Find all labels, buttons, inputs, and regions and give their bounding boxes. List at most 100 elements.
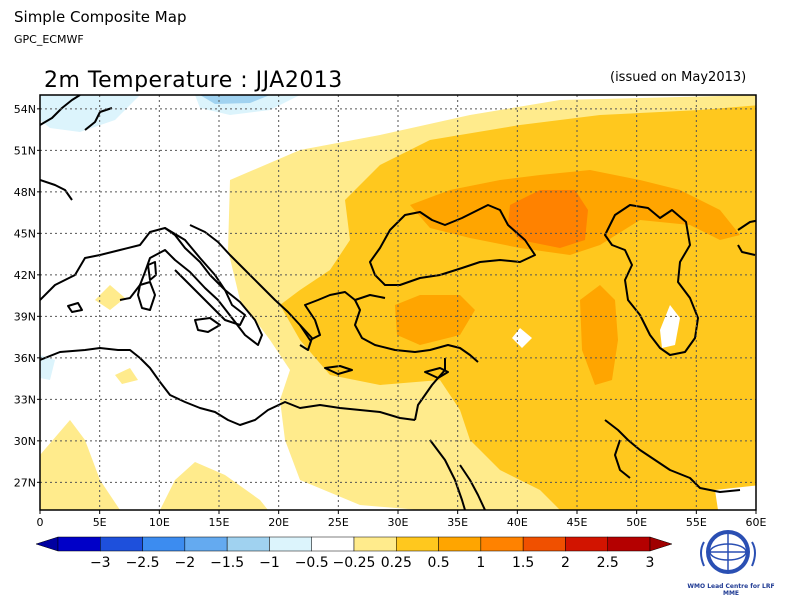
coastline-sardinia	[137, 281, 156, 311]
coastline-turkey	[354, 299, 479, 363]
coastline-black-sea	[369, 204, 536, 286]
anomaly-contour-0.25	[160, 462, 268, 510]
lon-label: 15E	[209, 516, 230, 529]
colorbar-swatch	[480, 536, 524, 552]
colorbar-swatch	[269, 536, 312, 552]
coastline-italy	[164, 227, 246, 326]
colorbar-swatch	[57, 536, 101, 552]
coastlines	[40, 95, 756, 510]
anomaly-contour-0.25	[95, 285, 125, 310]
temperature-anomaly-field	[40, 95, 756, 510]
anomaly-contour-1.5	[508, 190, 588, 248]
lon-label: 30E	[388, 516, 409, 529]
anomaly-contour-1	[395, 295, 475, 345]
coastline-gulf	[604, 419, 741, 493]
colorbar-label: 2.5	[597, 555, 619, 571]
anomaly-contour-neg0.25	[40, 355, 55, 380]
coastline-europe	[40, 227, 263, 346]
lat-label: 42N	[14, 269, 36, 282]
wmo-logo	[690, 522, 766, 600]
coastline-caucasus-east	[737, 219, 756, 231]
app-subtitle: GPC_ECMWF	[14, 33, 84, 46]
longitude-labels: 0 5E 10E 15E 20E 25E 30E 35E 40E 45E 50E 55E 60E	[37, 510, 767, 529]
coastline-north-europe	[40, 179, 73, 201]
colorbar-label: −0.5	[295, 555, 329, 571]
coastline-northwest-2	[84, 107, 113, 131]
lon-label: 35E	[447, 516, 468, 529]
colorbar-label: −1	[259, 555, 280, 571]
colorbar-label: 0.5	[427, 555, 449, 571]
wmo-caption: WMO Lead Centre for LRF MME	[687, 583, 775, 597]
colorbar-label: 3	[646, 555, 655, 571]
colorbar-swatch	[522, 536, 566, 552]
colorbar-label: 1	[476, 555, 485, 571]
coastline-africa-north	[40, 347, 416, 426]
coastline-balkans-greece	[189, 224, 386, 341]
colorbar-swatch	[438, 536, 482, 552]
anomaly-contour-neg0.5	[200, 95, 270, 104]
coastline-cyprus	[424, 367, 449, 379]
lon-label: 20E	[268, 516, 289, 529]
colorbar-label: 1.5	[512, 555, 534, 571]
anomaly-contour-1	[580, 285, 618, 385]
colorbar-label: 2	[561, 555, 570, 571]
colorbar-swatch	[607, 536, 651, 552]
coastline-aegean	[299, 324, 313, 351]
colorbar-left-arrow	[35, 536, 59, 552]
colorbar-swatch	[142, 536, 186, 552]
colorbar-swatch	[184, 536, 228, 552]
anomaly-contour-white	[512, 328, 532, 348]
anomaly-contour-neg0.25	[40, 95, 140, 132]
coastline-red-sea	[429, 439, 466, 510]
colorbar-label: −1.5	[210, 555, 244, 571]
anomaly-contour-0.25	[40, 420, 120, 510]
coastline-arabia	[459, 464, 486, 510]
lat-label: 30N	[14, 435, 36, 448]
colorbar-right-arrow	[649, 536, 673, 552]
lon-label: 40E	[507, 516, 528, 529]
lat-label: 33N	[14, 393, 36, 406]
lat-label: 27N	[14, 476, 36, 489]
coastline-caspian	[604, 204, 699, 356]
coastline-crete	[324, 365, 353, 375]
lat-label: 39N	[14, 310, 36, 323]
lat-label: 36N	[14, 352, 36, 365]
colorbar-swatch	[396, 536, 439, 552]
app-title: Simple Composite Map	[14, 8, 187, 26]
latitude-labels: 54N 51N 48N 45N 42N 39N 36N 33N 30N 27N	[14, 103, 40, 489]
colorbar-swatch	[100, 536, 143, 552]
lat-label: 51N	[14, 144, 36, 157]
coastline-caucasus-east-2	[737, 244, 756, 256]
lon-label: 45E	[567, 516, 588, 529]
lon-label: 0	[37, 516, 44, 529]
map-title: 2m Temperature : JJA2013	[44, 68, 343, 93]
colorbar-label: −2.5	[126, 555, 160, 571]
lon-label: 10E	[149, 516, 170, 529]
lon-label: 25E	[328, 516, 349, 529]
colorbar-swatch	[226, 536, 270, 552]
issued-date: (issued on May2013)	[610, 70, 747, 85]
lat-label: 45N	[14, 227, 36, 240]
lat-label: 54N	[14, 103, 36, 116]
colorbar-swatch	[353, 536, 397, 552]
lon-label: 5E	[93, 516, 107, 529]
colorbar: −3 −2.5 −2 −1.5 −1 −0.5 −0.25 0.25 0.5 1 1.5 2 2.5 3	[35, 536, 673, 571]
anomaly-contour-white	[660, 305, 680, 348]
lon-label: 60E	[746, 516, 767, 529]
colorbar-label: 0.25	[381, 555, 412, 571]
colorbar-swatch	[311, 536, 355, 552]
coastline-sicily	[194, 317, 221, 333]
coastline-northwest	[40, 95, 81, 126]
lon-label: 50E	[626, 516, 647, 529]
colorbar-swatch	[565, 536, 608, 552]
coastline-gulf-inner	[614, 439, 631, 479]
coastline-balearic	[67, 302, 83, 313]
colorbar-label: −0.25	[333, 555, 376, 571]
colorbar-label: −2	[175, 555, 196, 571]
gridlines	[40, 95, 756, 510]
lon-label: 55E	[686, 516, 707, 529]
lat-label: 48N	[14, 186, 36, 199]
anomaly-contour-0.25	[115, 368, 138, 384]
colorbar-label: −3	[90, 555, 111, 571]
